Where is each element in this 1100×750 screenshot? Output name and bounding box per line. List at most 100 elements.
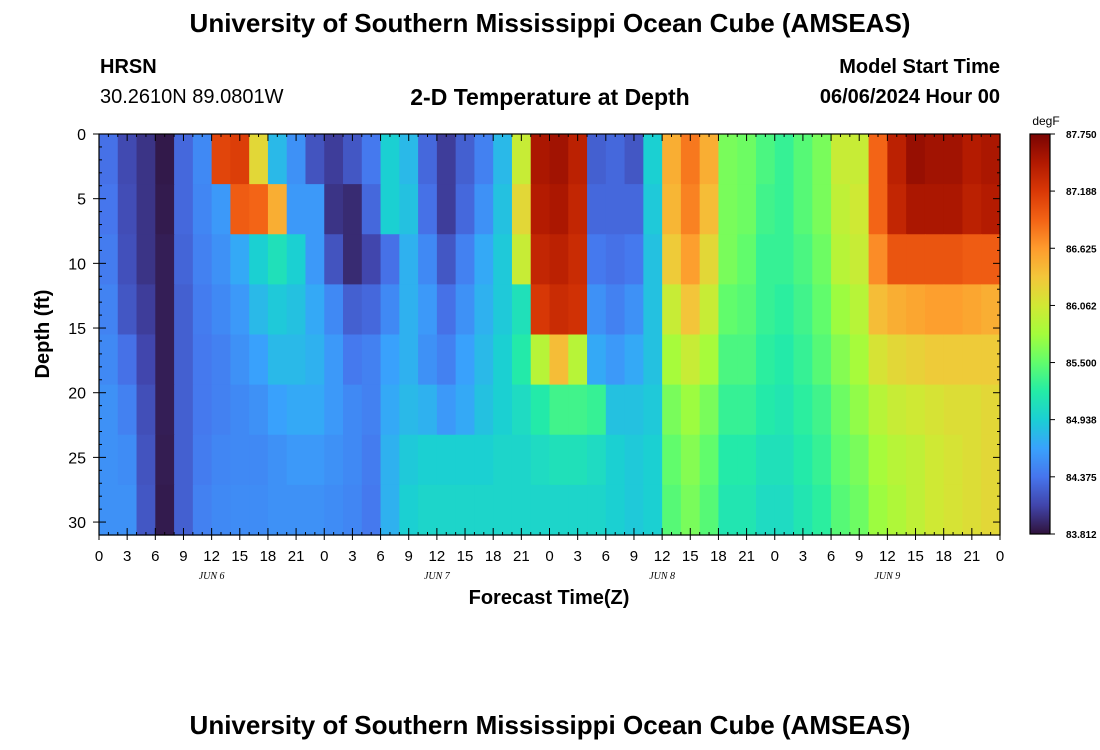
x-tick-label: 3 xyxy=(799,548,807,565)
heatmap-cell xyxy=(643,384,663,436)
heatmap-cell xyxy=(117,184,138,235)
station-name: HRSN xyxy=(100,56,157,78)
heatmap-cell xyxy=(718,234,738,285)
heatmap-cell xyxy=(943,284,964,336)
heatmap-cell xyxy=(249,184,269,235)
heatmap-cell xyxy=(737,384,757,436)
heatmap-cell xyxy=(174,234,194,285)
heatmap-cell xyxy=(549,134,569,185)
heatmap-cell xyxy=(924,334,945,386)
heatmap-cell xyxy=(943,334,964,386)
heatmap-cell xyxy=(343,284,363,336)
heatmap-cell xyxy=(305,384,325,436)
colorbar-tick-label: 83.812 xyxy=(1066,530,1097,541)
heatmap-cell xyxy=(117,484,138,536)
heatmap-cell xyxy=(981,184,1001,235)
heatmap-cell xyxy=(474,184,494,235)
station-coordinates: 30.2610N 89.0801W xyxy=(100,86,284,108)
heatmap-cell xyxy=(624,184,644,235)
heatmap-cell xyxy=(755,384,776,436)
heatmap-cell xyxy=(530,384,551,436)
heatmap-cell xyxy=(380,134,400,185)
heatmap-cell xyxy=(774,334,795,386)
heatmap-cells xyxy=(99,134,1001,536)
heatmap-cell xyxy=(868,284,888,336)
x-tick-label: 21 xyxy=(963,548,980,565)
heatmap-cell xyxy=(774,134,795,185)
heatmap-cell xyxy=(399,234,419,285)
heatmap-cell xyxy=(418,234,438,285)
heatmap-cell xyxy=(831,234,851,285)
heatmap-cell xyxy=(511,184,532,235)
heatmap-cell xyxy=(737,184,757,235)
heatmap-cell xyxy=(699,184,720,235)
heatmap-cell xyxy=(774,434,795,486)
heatmap-cell xyxy=(192,484,213,536)
day-label: JUN 6 xyxy=(199,571,225,582)
chart-title: University of Southern Mississippi Ocean… xyxy=(189,8,911,38)
heatmap-cell xyxy=(568,234,588,285)
heatmap-cell xyxy=(755,284,776,336)
heatmap-cell xyxy=(249,134,269,185)
heatmap-cell xyxy=(924,284,945,336)
heatmap-cell xyxy=(474,484,494,536)
heatmap-cell xyxy=(324,334,344,386)
heatmap-cell xyxy=(474,284,494,336)
heatmap-cell xyxy=(568,434,588,486)
heatmap-cell xyxy=(136,384,156,436)
x-tick-label: 9 xyxy=(405,548,413,565)
heatmap-cell xyxy=(662,334,682,386)
heatmap-cell xyxy=(605,384,626,436)
heatmap-cell xyxy=(117,334,138,386)
heatmap-cell xyxy=(174,184,194,235)
colorbar-unit: degF xyxy=(1032,114,1059,128)
heatmap-cell xyxy=(943,234,964,285)
heatmap-cell xyxy=(793,184,813,235)
heatmap-cell xyxy=(718,484,738,536)
heatmap-cell xyxy=(286,434,307,486)
heatmap-cell xyxy=(211,134,231,185)
x-tick-label: 0 xyxy=(95,548,103,565)
heatmap-cell xyxy=(793,134,813,185)
heatmap-cell xyxy=(605,184,626,235)
heatmap-cell xyxy=(643,434,663,486)
x-tick-label: 0 xyxy=(771,548,779,565)
heatmap-cell xyxy=(624,484,644,536)
heatmap-cell xyxy=(361,334,382,386)
heatmap-cell xyxy=(493,434,513,486)
heatmap-cell xyxy=(399,284,419,336)
heatmap-cell xyxy=(981,134,1001,185)
heatmap-cell xyxy=(981,434,1001,486)
heatmap-cell xyxy=(99,234,119,285)
heatmap-cell xyxy=(849,234,870,285)
heatmap-cell xyxy=(849,434,870,486)
heatmap-cell xyxy=(511,234,532,285)
heatmap-cell xyxy=(267,184,288,235)
heatmap-cell xyxy=(849,484,870,536)
footer-title: University of Southern Mississippi Ocean… xyxy=(189,710,911,740)
heatmap-cell xyxy=(418,334,438,386)
heatmap-cell xyxy=(286,384,307,436)
x-tick-label: 6 xyxy=(376,548,384,565)
heatmap-cell xyxy=(249,234,269,285)
heatmap-cell xyxy=(99,284,119,336)
heatmap-cell xyxy=(680,334,701,386)
heatmap-cell xyxy=(624,334,644,386)
heatmap-cell xyxy=(549,384,569,436)
heatmap-cell xyxy=(211,434,231,486)
heatmap-cell xyxy=(718,184,738,235)
heatmap-cell xyxy=(343,334,363,386)
heatmap-cell xyxy=(230,134,250,185)
heatmap-cell xyxy=(549,434,569,486)
day-label: JUN 7 xyxy=(424,571,451,582)
heatmap-cell xyxy=(549,484,569,536)
x-tick-label: 9 xyxy=(630,548,638,565)
heatmap-cell xyxy=(662,484,682,536)
heatmap-cell xyxy=(511,334,532,386)
x-tick-label: 18 xyxy=(935,548,952,565)
heatmap-cell xyxy=(812,184,832,235)
heatmap-cell xyxy=(887,434,907,486)
heatmap-cell xyxy=(192,384,213,436)
heatmap-cell xyxy=(380,234,400,285)
heatmap-cell xyxy=(343,134,363,185)
